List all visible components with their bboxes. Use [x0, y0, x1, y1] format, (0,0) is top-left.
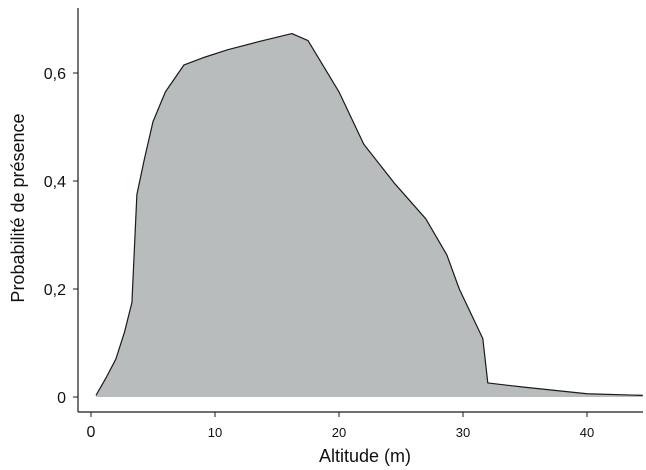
x-tick-label: 10 — [208, 425, 222, 440]
presence-curve — [95, 32, 643, 396]
y-tick-label: 0 — [57, 390, 66, 407]
y-tick-label: 0,2 — [44, 282, 66, 299]
x-tick-label: 40 — [580, 425, 594, 440]
plot-layer — [95, 32, 643, 397]
x-axis-title: Altitude (m) — [319, 446, 411, 466]
y-tick-label: 0,6 — [44, 66, 66, 83]
ticks-layer: 0 10 20 30 40 0 0,2 0,4 0,6 — [44, 66, 594, 441]
y-tick-label: 0,4 — [44, 174, 66, 191]
y-axis-title: Probabilité de présence — [8, 113, 28, 302]
axes-layer — [77, 8, 643, 413]
x-tick-label: 0 — [87, 424, 96, 441]
x-tick-label: 20 — [332, 425, 346, 440]
x-tick-label: 30 — [456, 425, 470, 440]
presence-area — [95, 33, 643, 397]
